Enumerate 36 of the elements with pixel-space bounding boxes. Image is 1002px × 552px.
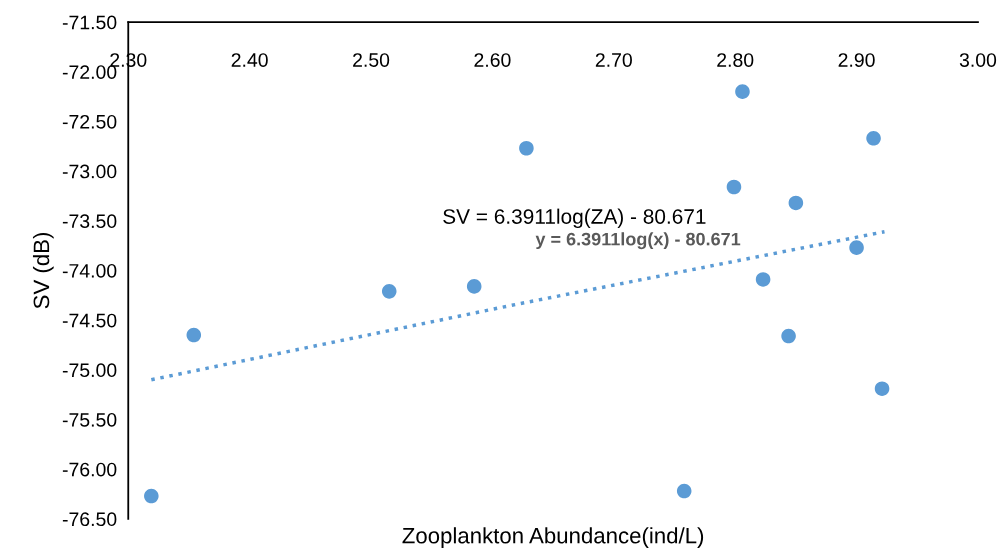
y-tick-label: -75.50 [62,412,117,427]
point [874,381,890,396]
x-tick-label: 2.40 [231,53,268,67]
point [726,179,742,195]
y-tick-label: -74.00 [62,263,117,278]
y-tick-label: -76.00 [62,462,117,477]
annotation: SV = 6.3911log(ZA) - 80.671 [443,208,706,229]
point [735,84,750,99]
y-tick-label: -72.50 [62,114,117,129]
point [781,328,796,344]
x-tick-label: 2.70 [595,53,632,67]
point [466,279,482,294]
y-tick-label: -71.50 [62,15,117,30]
y-tick-label: -73.50 [62,214,117,229]
y-tick-label: -74.50 [62,313,117,328]
x-tick-label: 2.90 [838,53,875,67]
x-axis-title: Zooplankton Abundance(ind/L) [402,527,704,548]
y-tick-label: -76.50 [62,512,117,527]
point [381,284,397,299]
annotation: y = 6.3911log(x) - 80.671 [535,232,741,250]
point [866,131,881,146]
y-tick-label: -72.00 [62,65,117,79]
point [519,140,534,156]
x-tick-label: 3.00 [959,53,997,67]
x-tick-label: 2.60 [474,53,511,67]
point [676,483,692,499]
point [849,240,864,255]
point [144,488,159,504]
y-tick-label: -75.00 [62,363,117,378]
point [186,327,202,343]
x-tick-label: 2.80 [717,53,754,67]
y-axis-title: SV (dB) [32,232,54,309]
y-tick-label: -73.00 [62,164,117,179]
point [788,195,804,211]
x-tick-label: 2.50 [353,53,390,67]
point [755,272,771,287]
